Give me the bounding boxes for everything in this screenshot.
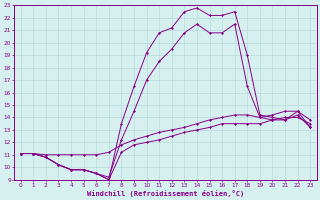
X-axis label: Windchill (Refroidissement éolien,°C): Windchill (Refroidissement éolien,°C)	[87, 190, 244, 197]
